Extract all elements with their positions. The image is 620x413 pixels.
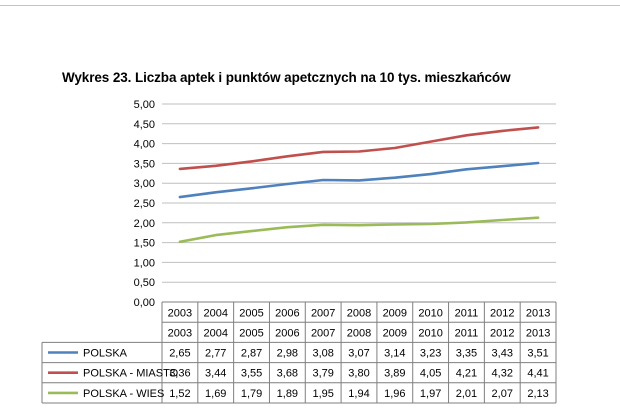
x-tick-label: 2007 bbox=[311, 308, 335, 320]
y-tick-label: 1,00 bbox=[134, 257, 155, 269]
data-label: 1,69 bbox=[205, 388, 226, 400]
y-tick-label: 2,00 bbox=[134, 218, 155, 230]
x-tick-label: 2011 bbox=[455, 308, 479, 320]
data-label: 1,97 bbox=[420, 388, 441, 400]
data-label: 4,41 bbox=[527, 368, 548, 380]
x-tick-label: 2004 bbox=[203, 308, 227, 320]
data-label: 3,43 bbox=[492, 348, 513, 360]
x-tick-label: 2013 bbox=[526, 308, 550, 320]
data-label: 3,14 bbox=[384, 348, 405, 360]
x-tick-label: 2004 bbox=[203, 328, 227, 340]
data-label: 3,79 bbox=[312, 368, 333, 380]
y-tick-label: 0,00 bbox=[134, 297, 155, 309]
data-label: 3,51 bbox=[527, 348, 548, 360]
x-tick-label: 2008 bbox=[347, 308, 371, 320]
data-label: 4,21 bbox=[456, 368, 477, 380]
data-label: 1,95 bbox=[312, 388, 333, 400]
x-tick-label: 2006 bbox=[275, 308, 299, 320]
data-label: 2,01 bbox=[456, 388, 477, 400]
x-tick-label: 2010 bbox=[418, 308, 442, 320]
x-tick-label: 2013 bbox=[526, 328, 550, 340]
x-tick-label: 2009 bbox=[383, 328, 407, 340]
series-line bbox=[178, 216, 540, 244]
legend-label: POLSKA - WIES bbox=[83, 388, 164, 400]
data-label: 3,55 bbox=[241, 368, 262, 380]
data-label: 1,89 bbox=[277, 388, 298, 400]
chart-title: Wykres 23. Liczba aptek i punktów apetcz… bbox=[62, 70, 511, 85]
x-tick-label: 2010 bbox=[418, 328, 442, 340]
x-tick-label: 2003 bbox=[168, 328, 192, 340]
y-tick-label: 0,50 bbox=[134, 277, 155, 289]
data-label: 2,98 bbox=[277, 348, 298, 360]
data-label: 2,07 bbox=[492, 388, 513, 400]
x-tick-label: 2012 bbox=[490, 328, 514, 340]
y-tick-label: 2,50 bbox=[134, 198, 155, 210]
x-tick-label: 2012 bbox=[490, 308, 514, 320]
data-label: 3,36 bbox=[169, 368, 190, 380]
y-tick-label: 3,50 bbox=[134, 158, 155, 170]
x-tick-label: 2008 bbox=[347, 328, 371, 340]
x-tick-label: 2007 bbox=[311, 328, 335, 340]
x-tick-label: 2003 bbox=[168, 308, 192, 320]
y-tick-label: 5,00 bbox=[134, 99, 155, 111]
y-tick-label: 3,00 bbox=[134, 178, 155, 190]
data-label: 3,23 bbox=[420, 348, 441, 360]
data-label: 3,44 bbox=[205, 368, 226, 380]
data-label: 3,68 bbox=[277, 368, 298, 380]
top-divider bbox=[0, 5, 620, 6]
data-label: 2,13 bbox=[527, 388, 548, 400]
x-tick-label: 2011 bbox=[455, 328, 479, 340]
y-tick-label: 1,50 bbox=[134, 238, 155, 250]
legend-label: POLSKA bbox=[83, 348, 128, 360]
legend-label: POLSKA - MIASTO bbox=[83, 368, 179, 380]
series-line bbox=[178, 161, 540, 199]
y-tick-label: 4,00 bbox=[134, 139, 155, 151]
series-line bbox=[178, 126, 540, 171]
data-label: 2,77 bbox=[205, 348, 226, 360]
data-label: 3,35 bbox=[456, 348, 477, 360]
data-label: 1,79 bbox=[241, 388, 262, 400]
data-label: 1,96 bbox=[384, 388, 405, 400]
data-label: 2,87 bbox=[241, 348, 262, 360]
data-label: 3,89 bbox=[384, 368, 405, 380]
data-label: 1,94 bbox=[348, 388, 369, 400]
data-label: 2,65 bbox=[169, 348, 190, 360]
x-tick-label: 2005 bbox=[239, 328, 263, 340]
y-tick-label: 4,50 bbox=[134, 119, 155, 131]
data-label: 3,07 bbox=[348, 348, 369, 360]
x-tick-label: 2006 bbox=[275, 328, 299, 340]
x-tick-label: 2005 bbox=[239, 308, 263, 320]
data-label: 4,32 bbox=[492, 368, 513, 380]
data-label: 3,08 bbox=[312, 348, 333, 360]
data-label: 4,05 bbox=[420, 368, 441, 380]
data-label: 3,80 bbox=[348, 368, 369, 380]
data-label: 1,52 bbox=[169, 388, 190, 400]
x-tick-label: 2009 bbox=[383, 308, 407, 320]
